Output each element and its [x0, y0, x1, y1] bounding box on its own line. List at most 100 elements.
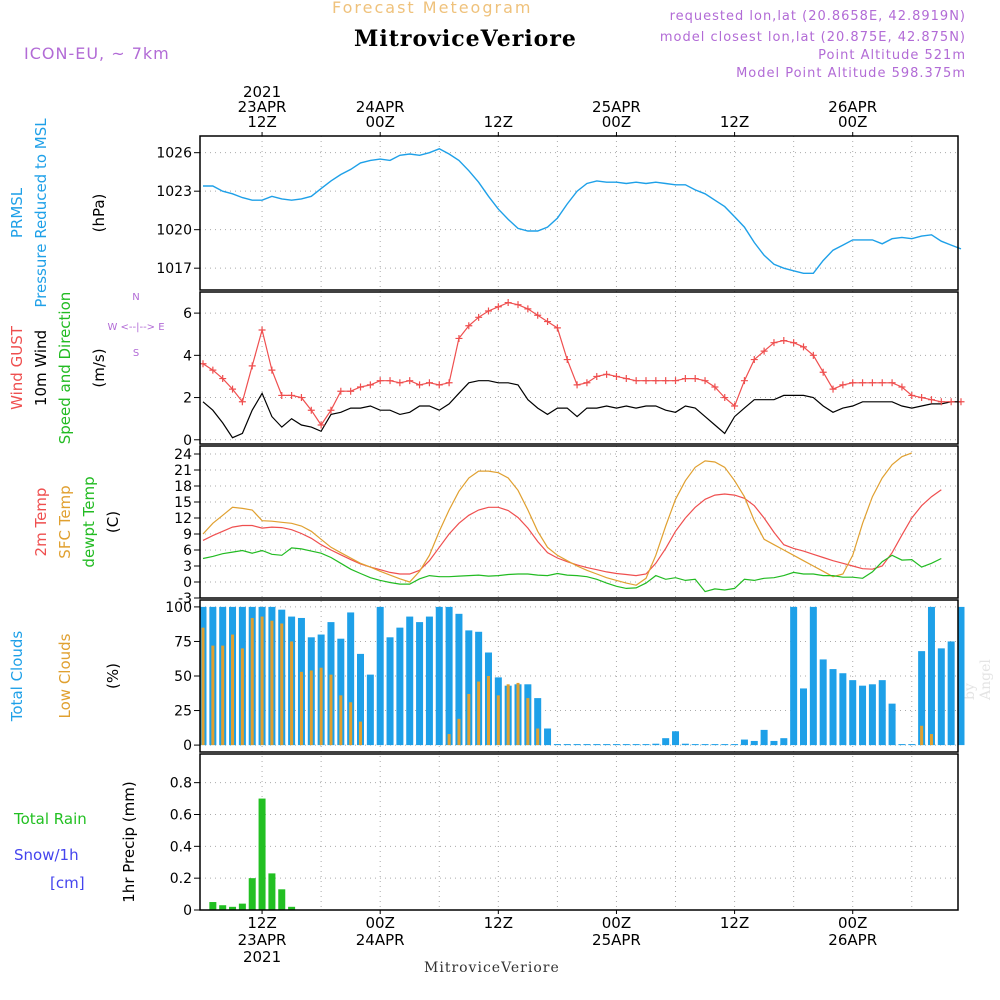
total-cloud-bar: [337, 638, 345, 746]
gust-marker: [416, 381, 424, 389]
gust-marker: [691, 375, 699, 383]
gust-marker: [662, 377, 670, 385]
gust-marker: [248, 362, 256, 370]
total-cloud-bar: [534, 698, 542, 746]
station-title: MitroviceVeriore: [354, 26, 577, 52]
gust-marker: [386, 377, 394, 385]
gust-marker: [790, 339, 798, 347]
gust-marker: [750, 356, 758, 364]
gust-marker: [878, 379, 886, 387]
panel-frame-precip: [199, 753, 959, 911]
y-tick-label: 24: [174, 447, 192, 463]
time-label-top: 12Z: [247, 113, 276, 131]
total-cloud-bar: [603, 744, 611, 746]
y-tick-label: 0: [183, 738, 192, 754]
y-tick-label: 0.8: [170, 776, 192, 792]
low-cloud-bar: [447, 734, 451, 746]
gust-marker: [435, 381, 443, 389]
gust-marker: [406, 377, 414, 385]
time-label-top: 26APR: [828, 98, 877, 116]
gust-marker: [937, 398, 945, 406]
total-cloud-bar: [593, 744, 601, 746]
gust-marker: [425, 379, 433, 387]
low-cloud-bar: [536, 728, 540, 746]
gust-marker: [770, 339, 778, 347]
low-cloud-bar: [359, 721, 363, 746]
y-tick-label: 0: [183, 903, 192, 919]
gust-marker: [642, 377, 650, 385]
total-cloud-bar: [386, 637, 394, 746]
requested-coords: requested lon,lat (20.8658E, 42.8919N): [669, 9, 966, 24]
low-cloud-bar: [299, 671, 303, 746]
gust-marker: [475, 313, 483, 321]
time-label-bottom: 23APR: [238, 931, 287, 949]
low-cloud-bar: [250, 617, 254, 746]
low-cloud-bar: [929, 734, 933, 746]
total-cloud-bar: [868, 684, 876, 746]
gust-marker: [799, 343, 807, 351]
total-cloud-bar: [563, 744, 571, 746]
total-cloud-bar: [455, 613, 463, 746]
gust-marker: [219, 375, 227, 383]
total-cloud-bar: [947, 641, 955, 746]
precip-bar: [238, 903, 246, 910]
gust-marker: [347, 387, 355, 395]
panel-frame-wind: [199, 291, 959, 445]
gust-marker: [918, 394, 926, 402]
compass-we: W <--|--> E: [107, 322, 164, 333]
time-label-top: 23APR: [238, 98, 287, 116]
low-cloud-bar: [506, 684, 510, 746]
total-cloud-bar: [957, 606, 965, 746]
gust-marker: [337, 387, 345, 395]
gust-marker: [563, 356, 571, 364]
low-cloud-bar: [270, 620, 274, 746]
total-cloud-bar: [553, 744, 561, 746]
forecast-title: Forecast Meteogram: [332, 0, 533, 17]
gust-marker: [317, 421, 325, 429]
gust-marker: [652, 377, 660, 385]
gust-marker: [504, 299, 512, 307]
gust-line: [202, 301, 961, 427]
y-tick-label: 2: [183, 391, 192, 407]
total-cloud-bar: [888, 703, 896, 746]
total-cloud-bar: [780, 738, 788, 746]
rain-label: Total Rain: [13, 810, 87, 828]
gust-marker: [583, 379, 591, 387]
time-label-bottom: 12Z: [247, 914, 276, 932]
gust-marker: [672, 377, 680, 385]
time-label-top: 00Z: [602, 113, 631, 131]
low-clouds-label: Low Clouds: [56, 633, 74, 718]
gust-marker: [238, 398, 246, 406]
y-tick-label: 6: [183, 543, 192, 559]
y-tick-label: 0.6: [170, 807, 192, 823]
total-cloud-bar: [701, 744, 709, 746]
total-cloud-bar: [465, 630, 473, 746]
y-tick-label: 0: [183, 575, 192, 591]
total-cloud-bar: [790, 606, 798, 746]
gust-marker: [740, 377, 748, 385]
low-cloud-bar: [201, 627, 205, 746]
time-label-bottom: 00Z: [838, 914, 867, 932]
low-cloud-bar: [486, 676, 490, 746]
total-cloud-bar: [445, 606, 453, 746]
gust-marker: [494, 303, 502, 311]
time-label-top: 24APR: [356, 98, 405, 116]
gust-marker: [780, 337, 788, 345]
y-tick-label: 0.4: [170, 839, 192, 855]
total-cloud-bar: [632, 744, 640, 746]
gust-marker: [396, 379, 404, 387]
time-label-bottom: 00Z: [602, 914, 631, 932]
y-tick-label: 0: [183, 433, 192, 449]
total-cloud-bar: [672, 731, 680, 746]
gust-marker: [229, 385, 237, 393]
total-cloud-bar: [898, 744, 906, 746]
low-cloud-bar: [349, 702, 353, 746]
total-cloud-bar: [760, 729, 768, 746]
total-cloud-bar: [819, 659, 827, 746]
low-cloud-bar: [339, 695, 343, 746]
low-cloud-bar: [260, 616, 264, 746]
temp-dewpt-label: dewpt Temp: [80, 476, 98, 567]
temp-2m-label: 2m Temp: [32, 488, 50, 557]
compass-south: S: [133, 348, 139, 359]
